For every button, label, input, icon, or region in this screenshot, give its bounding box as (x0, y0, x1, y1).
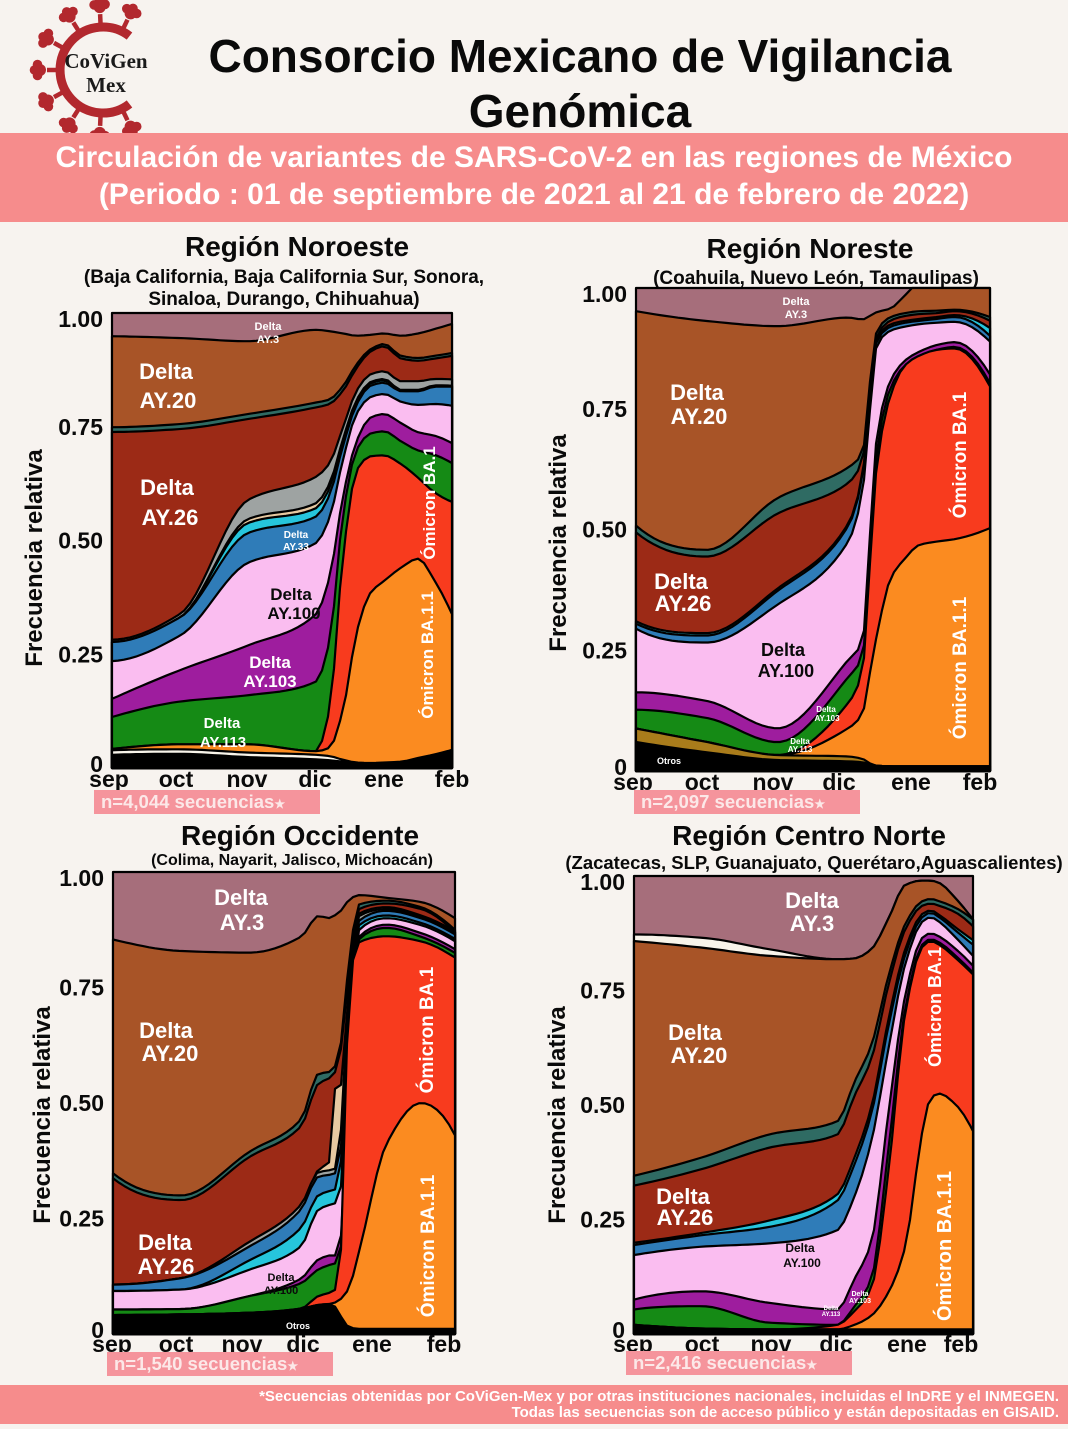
svg-text:AY.113: AY.113 (822, 1312, 841, 1318)
svg-text:oct: oct (159, 766, 194, 792)
svg-text:AY.20: AY.20 (671, 1043, 728, 1068)
svg-text:1.00: 1.00 (580, 869, 625, 895)
svg-text:Ómicron BA.1: Ómicron BA.1 (420, 446, 439, 559)
svg-text:AY.3: AY.3 (785, 309, 807, 321)
svg-text:Delta: Delta (140, 475, 195, 500)
svg-text:0.25: 0.25 (58, 641, 103, 667)
svg-text:nov: nov (227, 766, 268, 792)
svg-text:AY.26: AY.26 (142, 505, 199, 530)
svg-text:Otros: Otros (657, 756, 681, 766)
svg-text:0: 0 (612, 1317, 625, 1343)
svg-text:Ómicron BA.1.1: Ómicron BA.1.1 (932, 1171, 956, 1321)
svg-text:feb: feb (944, 1331, 979, 1357)
svg-text:Frecuencia relativa: Frecuencia relativa (21, 449, 48, 667)
svg-text:sep: sep (89, 766, 129, 792)
svg-text:AY.113: AY.113 (200, 734, 246, 751)
svg-text:ene: ene (364, 766, 404, 792)
svg-text:Otros: Otros (286, 1321, 310, 1331)
svg-text:1.00: 1.00 (59, 865, 104, 891)
svg-text:AY.26: AY.26 (657, 1205, 714, 1230)
svg-text:1.00: 1.00 (58, 306, 103, 332)
svg-text:Delta: Delta (214, 885, 269, 910)
svg-text:Delta: Delta (255, 321, 283, 333)
svg-text:0: 0 (614, 754, 627, 780)
svg-text:Delta: Delta (204, 715, 241, 732)
svg-text:CoViGen: CoViGen (64, 49, 148, 73)
svg-text:Frecuencia relativa: Frecuencia relativa (544, 1006, 571, 1224)
svg-text:0.25: 0.25 (582, 637, 627, 663)
svg-text:Ómicron BA.1.1: Ómicron BA.1.1 (417, 1174, 439, 1317)
svg-text:AY.3: AY.3 (220, 910, 264, 935)
svg-text:Delta: Delta (851, 1291, 868, 1298)
svg-text:AY.3: AY.3 (257, 334, 279, 346)
svg-text:0.50: 0.50 (58, 528, 103, 554)
svg-text:AY.26: AY.26 (138, 1254, 195, 1279)
svg-text:ene: ene (352, 1331, 392, 1357)
svg-text:AY.3: AY.3 (790, 911, 834, 936)
svg-text:Delta: Delta (139, 1018, 194, 1043)
svg-text:0.25: 0.25 (59, 1206, 104, 1232)
svg-text:AY.100: AY.100 (758, 661, 814, 681)
svg-text:0.50: 0.50 (580, 1092, 625, 1118)
svg-text:AY.103: AY.103 (243, 672, 296, 691)
svg-text:0.75: 0.75 (58, 414, 103, 440)
svg-text:Ómicron BA.1.1: Ómicron BA.1.1 (949, 596, 971, 739)
svg-text:feb: feb (427, 1331, 462, 1357)
svg-text:ene: ene (891, 769, 931, 795)
svg-text:Mex: Mex (86, 73, 126, 97)
svg-text:dic: dic (298, 766, 331, 792)
svg-text:Delta: Delta (783, 296, 811, 308)
svg-text:Delta: Delta (249, 653, 291, 672)
svg-text:AY.100: AY.100 (783, 1256, 821, 1270)
svg-text:Delta: Delta (790, 737, 810, 746)
svg-text:Delta: Delta (139, 359, 194, 384)
svg-text:Frecuencia relativa: Frecuencia relativa (29, 1006, 56, 1224)
svg-text:Ómicron BA.1: Ómicron BA.1 (924, 947, 945, 1067)
svg-text:ene: ene (887, 1331, 927, 1357)
svg-text:AY.103: AY.103 (849, 1298, 871, 1305)
svg-text:Delta: Delta (654, 569, 709, 594)
svg-text:AY.33: AY.33 (283, 542, 309, 553)
svg-text:Delta: Delta (785, 1241, 815, 1255)
svg-text:AY.20: AY.20 (671, 404, 728, 429)
svg-text:Delta: Delta (138, 1230, 193, 1255)
svg-text:Ómicron BA.1.1: Ómicron BA.1.1 (418, 591, 437, 719)
svg-text:AY.103: AY.103 (814, 714, 840, 723)
svg-text:Delta: Delta (668, 1020, 723, 1045)
svg-text:Ómicron BA.1: Ómicron BA.1 (949, 391, 971, 518)
svg-text:1.00: 1.00 (582, 281, 627, 307)
svg-text:0.75: 0.75 (580, 978, 625, 1004)
svg-text:AY.100: AY.100 (267, 604, 320, 623)
svg-text:AY.113: AY.113 (788, 745, 813, 754)
svg-text:Frecuencia relativa: Frecuencia relativa (545, 434, 572, 652)
svg-text:Delta: Delta (785, 888, 840, 913)
svg-text:0: 0 (91, 1317, 104, 1343)
svg-text:Delta: Delta (270, 585, 312, 604)
svg-text:Delta: Delta (761, 640, 806, 660)
svg-text:AY.20: AY.20 (142, 1041, 199, 1066)
svg-text:0: 0 (90, 751, 103, 777)
svg-text:Delta: Delta (816, 705, 836, 714)
svg-text:0.25: 0.25 (580, 1207, 625, 1233)
svg-text:Delta: Delta (268, 1272, 296, 1284)
svg-text:feb: feb (435, 766, 470, 792)
svg-text:AY.100: AY.100 (264, 1285, 298, 1297)
svg-text:AY.20: AY.20 (140, 388, 197, 413)
svg-text:Delta: Delta (656, 1184, 711, 1209)
svg-text:0.50: 0.50 (59, 1090, 104, 1116)
svg-text:0.75: 0.75 (582, 396, 627, 422)
svg-text:feb: feb (963, 769, 998, 795)
svg-text:0.75: 0.75 (59, 975, 104, 1001)
svg-text:Delta: Delta (284, 530, 309, 541)
svg-text:Delta: Delta (670, 380, 725, 405)
svg-text:Ómicron BA.1: Ómicron BA.1 (416, 966, 438, 1093)
svg-text:Delta: Delta (824, 1306, 839, 1312)
svg-text:0.50: 0.50 (582, 517, 627, 543)
svg-text:AY.26: AY.26 (655, 591, 712, 616)
